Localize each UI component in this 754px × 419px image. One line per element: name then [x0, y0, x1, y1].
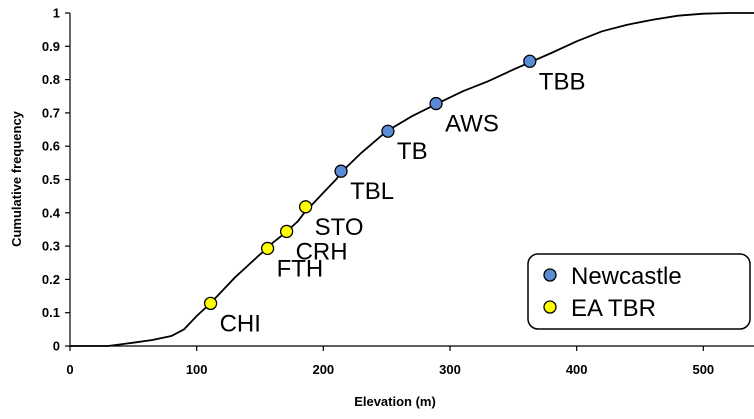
x-tick-label: 400 [566, 362, 588, 377]
data-point-aws [429, 96, 443, 111]
legend-box [527, 253, 751, 330]
curve-layer [70, 12, 754, 347]
cumulative-curve [70, 12, 754, 347]
y-tick-label: 0.7 [42, 105, 60, 120]
y-tick-label: 0.9 [42, 39, 60, 54]
points-layer [203, 54, 537, 311]
point-label-aws: AWS [445, 111, 499, 138]
x-tick-label: 200 [312, 362, 334, 377]
y-tick-label: 0.6 [42, 139, 60, 154]
point-label-tbl: TBL [350, 178, 394, 205]
y-tick-label: 0 [53, 339, 60, 354]
legend-label-ea-tbr: EA TBR [571, 295, 656, 322]
data-point-tb [381, 124, 395, 138]
legend-label-newcastle: Newcastle [571, 263, 682, 290]
data-point-crh [279, 224, 294, 239]
y-tick-label: 0.2 [42, 272, 60, 287]
x-axis-title: Elevation (m) [354, 394, 436, 409]
y-tick-label: 1 [53, 6, 60, 21]
point-label-crh: CRH [296, 238, 348, 265]
y-tick-label: 0.3 [42, 239, 60, 254]
y-axis-title: Cumulative frequency [9, 110, 24, 247]
legend: Newcastle EA TBR [527, 253, 751, 330]
data-point-sto [298, 200, 313, 214]
x-tick-label: 0 [66, 362, 73, 377]
x-tick-label: 500 [692, 362, 714, 377]
data-point-fth [260, 241, 275, 256]
y-tick-label: 0.8 [42, 72, 60, 87]
data-point-chi [203, 296, 218, 311]
data-point-tbb [523, 54, 537, 68]
y-tick-label: 0.4 [42, 205, 61, 220]
point-label-fth: FTH [277, 255, 324, 282]
y-tick-label: 0.5 [42, 172, 60, 187]
point-label-tbb: TBB [539, 68, 586, 95]
y-tick-label: 0.1 [42, 305, 60, 320]
axes: 0 0.1 0.2 0.3 0.4 0.5 0.6 0.7 0.8 0.9 1 0 100 200 300 4… [42, 6, 754, 377]
x-tick-label: 100 [186, 362, 208, 377]
x-tick-label: 300 [439, 362, 461, 377]
point-label-chi: CHI [220, 310, 261, 337]
legend-marker-ea-tbr [543, 300, 557, 314]
point-label-tb: TB [397, 138, 428, 165]
data-point-tbl [334, 164, 348, 178]
legend-marker-newcastle [543, 268, 557, 282]
point-label-sto: STO [315, 214, 364, 241]
